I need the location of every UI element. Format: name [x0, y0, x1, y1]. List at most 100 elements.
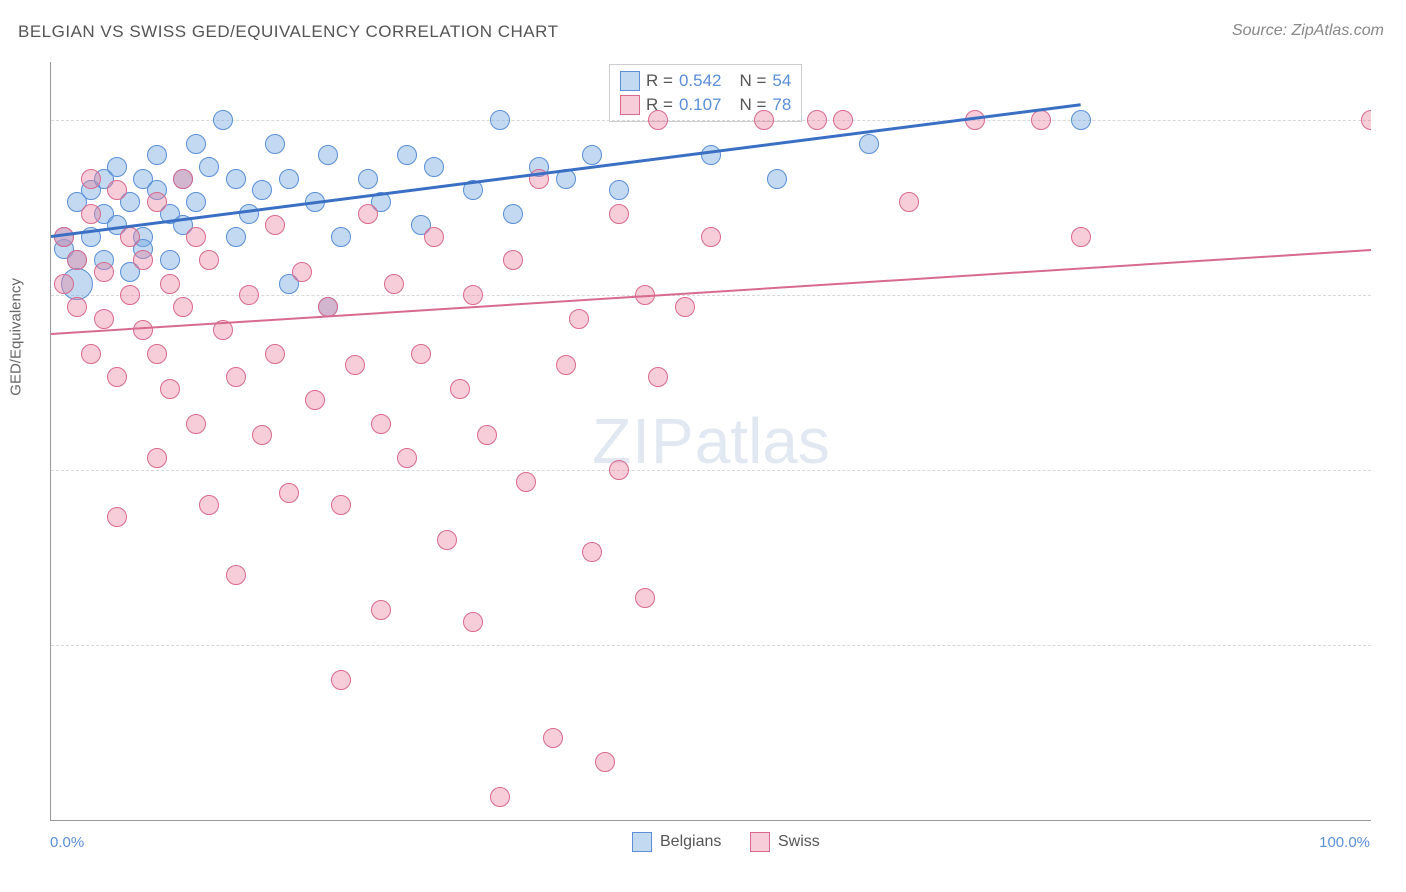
- scatter-point: [477, 425, 497, 445]
- scatter-point: [609, 460, 629, 480]
- scatter-point: [754, 110, 774, 130]
- x-tick: [579, 820, 580, 821]
- source-label: Source: ZipAtlas.com: [1232, 22, 1384, 40]
- legend-swatch: [620, 95, 640, 115]
- scatter-point: [226, 367, 246, 387]
- scatter-point: [81, 344, 101, 364]
- scatter-point: [1071, 110, 1091, 130]
- x-tick: [315, 820, 316, 821]
- plot-area: ZIPatlas R = 0.542N = 54R = 0.107N = 78 …: [50, 62, 1371, 821]
- scatter-point: [331, 495, 351, 515]
- scatter-point: [463, 285, 483, 305]
- scatter-point: [265, 344, 285, 364]
- scatter-point: [147, 145, 167, 165]
- scatter-point: [239, 204, 259, 224]
- scatter-point: [107, 507, 127, 527]
- scatter-point: [107, 157, 127, 177]
- scatter-point: [160, 379, 180, 399]
- scatter-point: [1031, 110, 1051, 130]
- scatter-point: [345, 355, 365, 375]
- scatter-point: [701, 227, 721, 247]
- scatter-point: [490, 110, 510, 130]
- scatter-point: [173, 297, 193, 317]
- scatter-point: [265, 134, 285, 154]
- legend-label: Belgians: [660, 833, 721, 851]
- scatter-point: [147, 192, 167, 212]
- scatter-point: [411, 344, 431, 364]
- chart-container: BELGIAN VS SWISS GED/EQUIVALENCY CORRELA…: [0, 0, 1406, 892]
- scatter-point: [463, 612, 483, 632]
- x-tick: [975, 820, 976, 821]
- scatter-point: [226, 565, 246, 585]
- scatter-point: [94, 309, 114, 329]
- grid-line: [51, 470, 1371, 471]
- scatter-point: [490, 787, 510, 807]
- scatter-point: [503, 250, 523, 270]
- grid-line: [51, 120, 1371, 121]
- x-tick: [447, 820, 448, 821]
- scatter-point: [899, 192, 919, 212]
- scatter-point: [226, 169, 246, 189]
- scatter-point: [147, 448, 167, 468]
- scatter-point: [81, 169, 101, 189]
- scatter-point: [186, 414, 206, 434]
- scatter-point: [397, 145, 417, 165]
- legend-label: Swiss: [778, 833, 820, 851]
- scatter-point: [371, 414, 391, 434]
- scatter-point: [133, 250, 153, 270]
- scatter-point: [371, 600, 391, 620]
- scatter-point: [833, 110, 853, 130]
- legend-swatch: [620, 71, 640, 91]
- x-tick: [183, 820, 184, 821]
- scatter-point: [67, 250, 87, 270]
- scatter-point: [503, 204, 523, 224]
- scatter-point: [331, 227, 351, 247]
- bottom-legend-item: Swiss: [750, 832, 820, 852]
- scatter-point: [186, 227, 206, 247]
- x-tick: [711, 820, 712, 821]
- legend-stats-box: R = 0.542N = 54R = 0.107N = 78: [609, 64, 802, 122]
- scatter-point: [239, 285, 259, 305]
- scatter-point: [582, 145, 602, 165]
- scatter-point: [279, 169, 299, 189]
- grid-line: [51, 645, 1371, 646]
- scatter-point: [424, 227, 444, 247]
- scatter-point: [648, 367, 668, 387]
- chart-title: BELGIAN VS SWISS GED/EQUIVALENCY CORRELA…: [18, 22, 558, 42]
- legend-swatch: [750, 832, 770, 852]
- scatter-point: [595, 752, 615, 772]
- x-axis-start-label: 0.0%: [50, 834, 84, 851]
- scatter-point: [543, 728, 563, 748]
- scatter-point: [331, 670, 351, 690]
- scatter-point: [1071, 227, 1091, 247]
- scatter-point: [358, 204, 378, 224]
- scatter-point: [199, 495, 219, 515]
- scatter-point: [133, 320, 153, 340]
- scatter-point: [265, 215, 285, 235]
- scatter-point: [609, 204, 629, 224]
- scatter-point: [807, 110, 827, 130]
- scatter-point: [609, 180, 629, 200]
- scatter-point: [252, 425, 272, 445]
- scatter-point: [186, 192, 206, 212]
- scatter-point: [556, 355, 576, 375]
- scatter-point: [701, 145, 721, 165]
- scatter-point: [252, 180, 272, 200]
- scatter-point: [213, 110, 233, 130]
- scatter-point: [120, 285, 140, 305]
- scatter-point: [107, 367, 127, 387]
- scatter-point: [147, 344, 167, 364]
- scatter-point: [199, 250, 219, 270]
- scatter-point: [397, 448, 417, 468]
- scatter-point: [54, 227, 74, 247]
- x-tick: [1107, 820, 1108, 821]
- x-tick: [1239, 820, 1240, 821]
- legend-stat-row: R = 0.542N = 54: [620, 69, 791, 93]
- scatter-point: [859, 134, 879, 154]
- scatter-point: [107, 180, 127, 200]
- scatter-point: [582, 542, 602, 562]
- scatter-point: [305, 390, 325, 410]
- scatter-point: [358, 169, 378, 189]
- y-axis-title: GED/Equivalency: [8, 278, 25, 396]
- scatter-point: [160, 274, 180, 294]
